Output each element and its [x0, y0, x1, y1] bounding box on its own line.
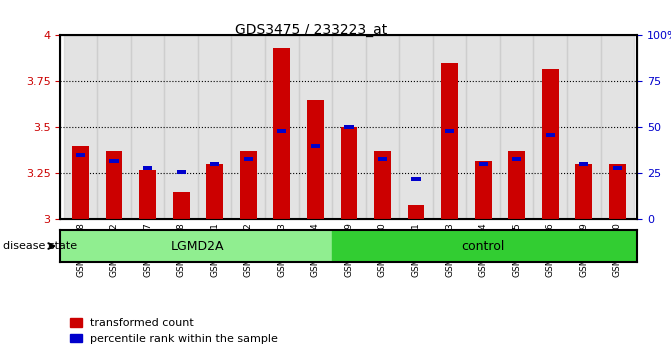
Bar: [445, 129, 454, 133]
Text: disease state: disease state: [3, 241, 77, 251]
Bar: [273, 48, 290, 219]
Bar: [500, 35, 533, 219]
Bar: [72, 146, 89, 219]
Bar: [366, 35, 399, 219]
Bar: [613, 166, 622, 170]
Bar: [176, 170, 186, 174]
Bar: [244, 157, 253, 161]
Text: LGMD2A: LGMD2A: [171, 240, 225, 252]
Bar: [265, 35, 299, 219]
Bar: [240, 152, 256, 219]
Bar: [601, 35, 634, 219]
Bar: [466, 35, 500, 219]
Bar: [541, 69, 558, 219]
Bar: [512, 157, 521, 161]
Bar: [105, 152, 122, 219]
Bar: [172, 192, 189, 219]
Bar: [210, 162, 219, 166]
Bar: [64, 35, 97, 219]
Bar: [109, 159, 119, 162]
Bar: [332, 230, 637, 262]
Bar: [546, 133, 555, 137]
Bar: [378, 157, 387, 161]
Bar: [332, 35, 366, 219]
Bar: [579, 162, 588, 166]
Text: control: control: [462, 240, 505, 252]
Bar: [474, 161, 491, 219]
Bar: [231, 35, 265, 219]
Bar: [374, 152, 391, 219]
Bar: [76, 153, 85, 157]
Bar: [567, 35, 601, 219]
Bar: [609, 164, 625, 219]
Bar: [344, 125, 354, 130]
Bar: [533, 35, 567, 219]
Bar: [143, 166, 152, 170]
Bar: [164, 35, 198, 219]
Bar: [411, 177, 421, 181]
Text: GDS3475 / 233223_at: GDS3475 / 233223_at: [235, 23, 387, 37]
Legend: transformed count, percentile rank within the sample: transformed count, percentile rank withi…: [66, 314, 282, 348]
Bar: [478, 162, 488, 166]
Bar: [198, 35, 231, 219]
Bar: [508, 152, 525, 219]
Bar: [340, 127, 357, 219]
Bar: [206, 164, 223, 219]
Bar: [441, 63, 458, 219]
Bar: [299, 35, 332, 219]
Bar: [60, 230, 332, 262]
Bar: [140, 170, 156, 219]
Bar: [307, 100, 323, 219]
Bar: [399, 35, 433, 219]
Bar: [277, 129, 287, 133]
Bar: [311, 144, 320, 148]
Bar: [433, 35, 466, 219]
Bar: [131, 35, 164, 219]
Bar: [97, 35, 131, 219]
Bar: [575, 164, 592, 219]
Bar: [407, 205, 424, 219]
